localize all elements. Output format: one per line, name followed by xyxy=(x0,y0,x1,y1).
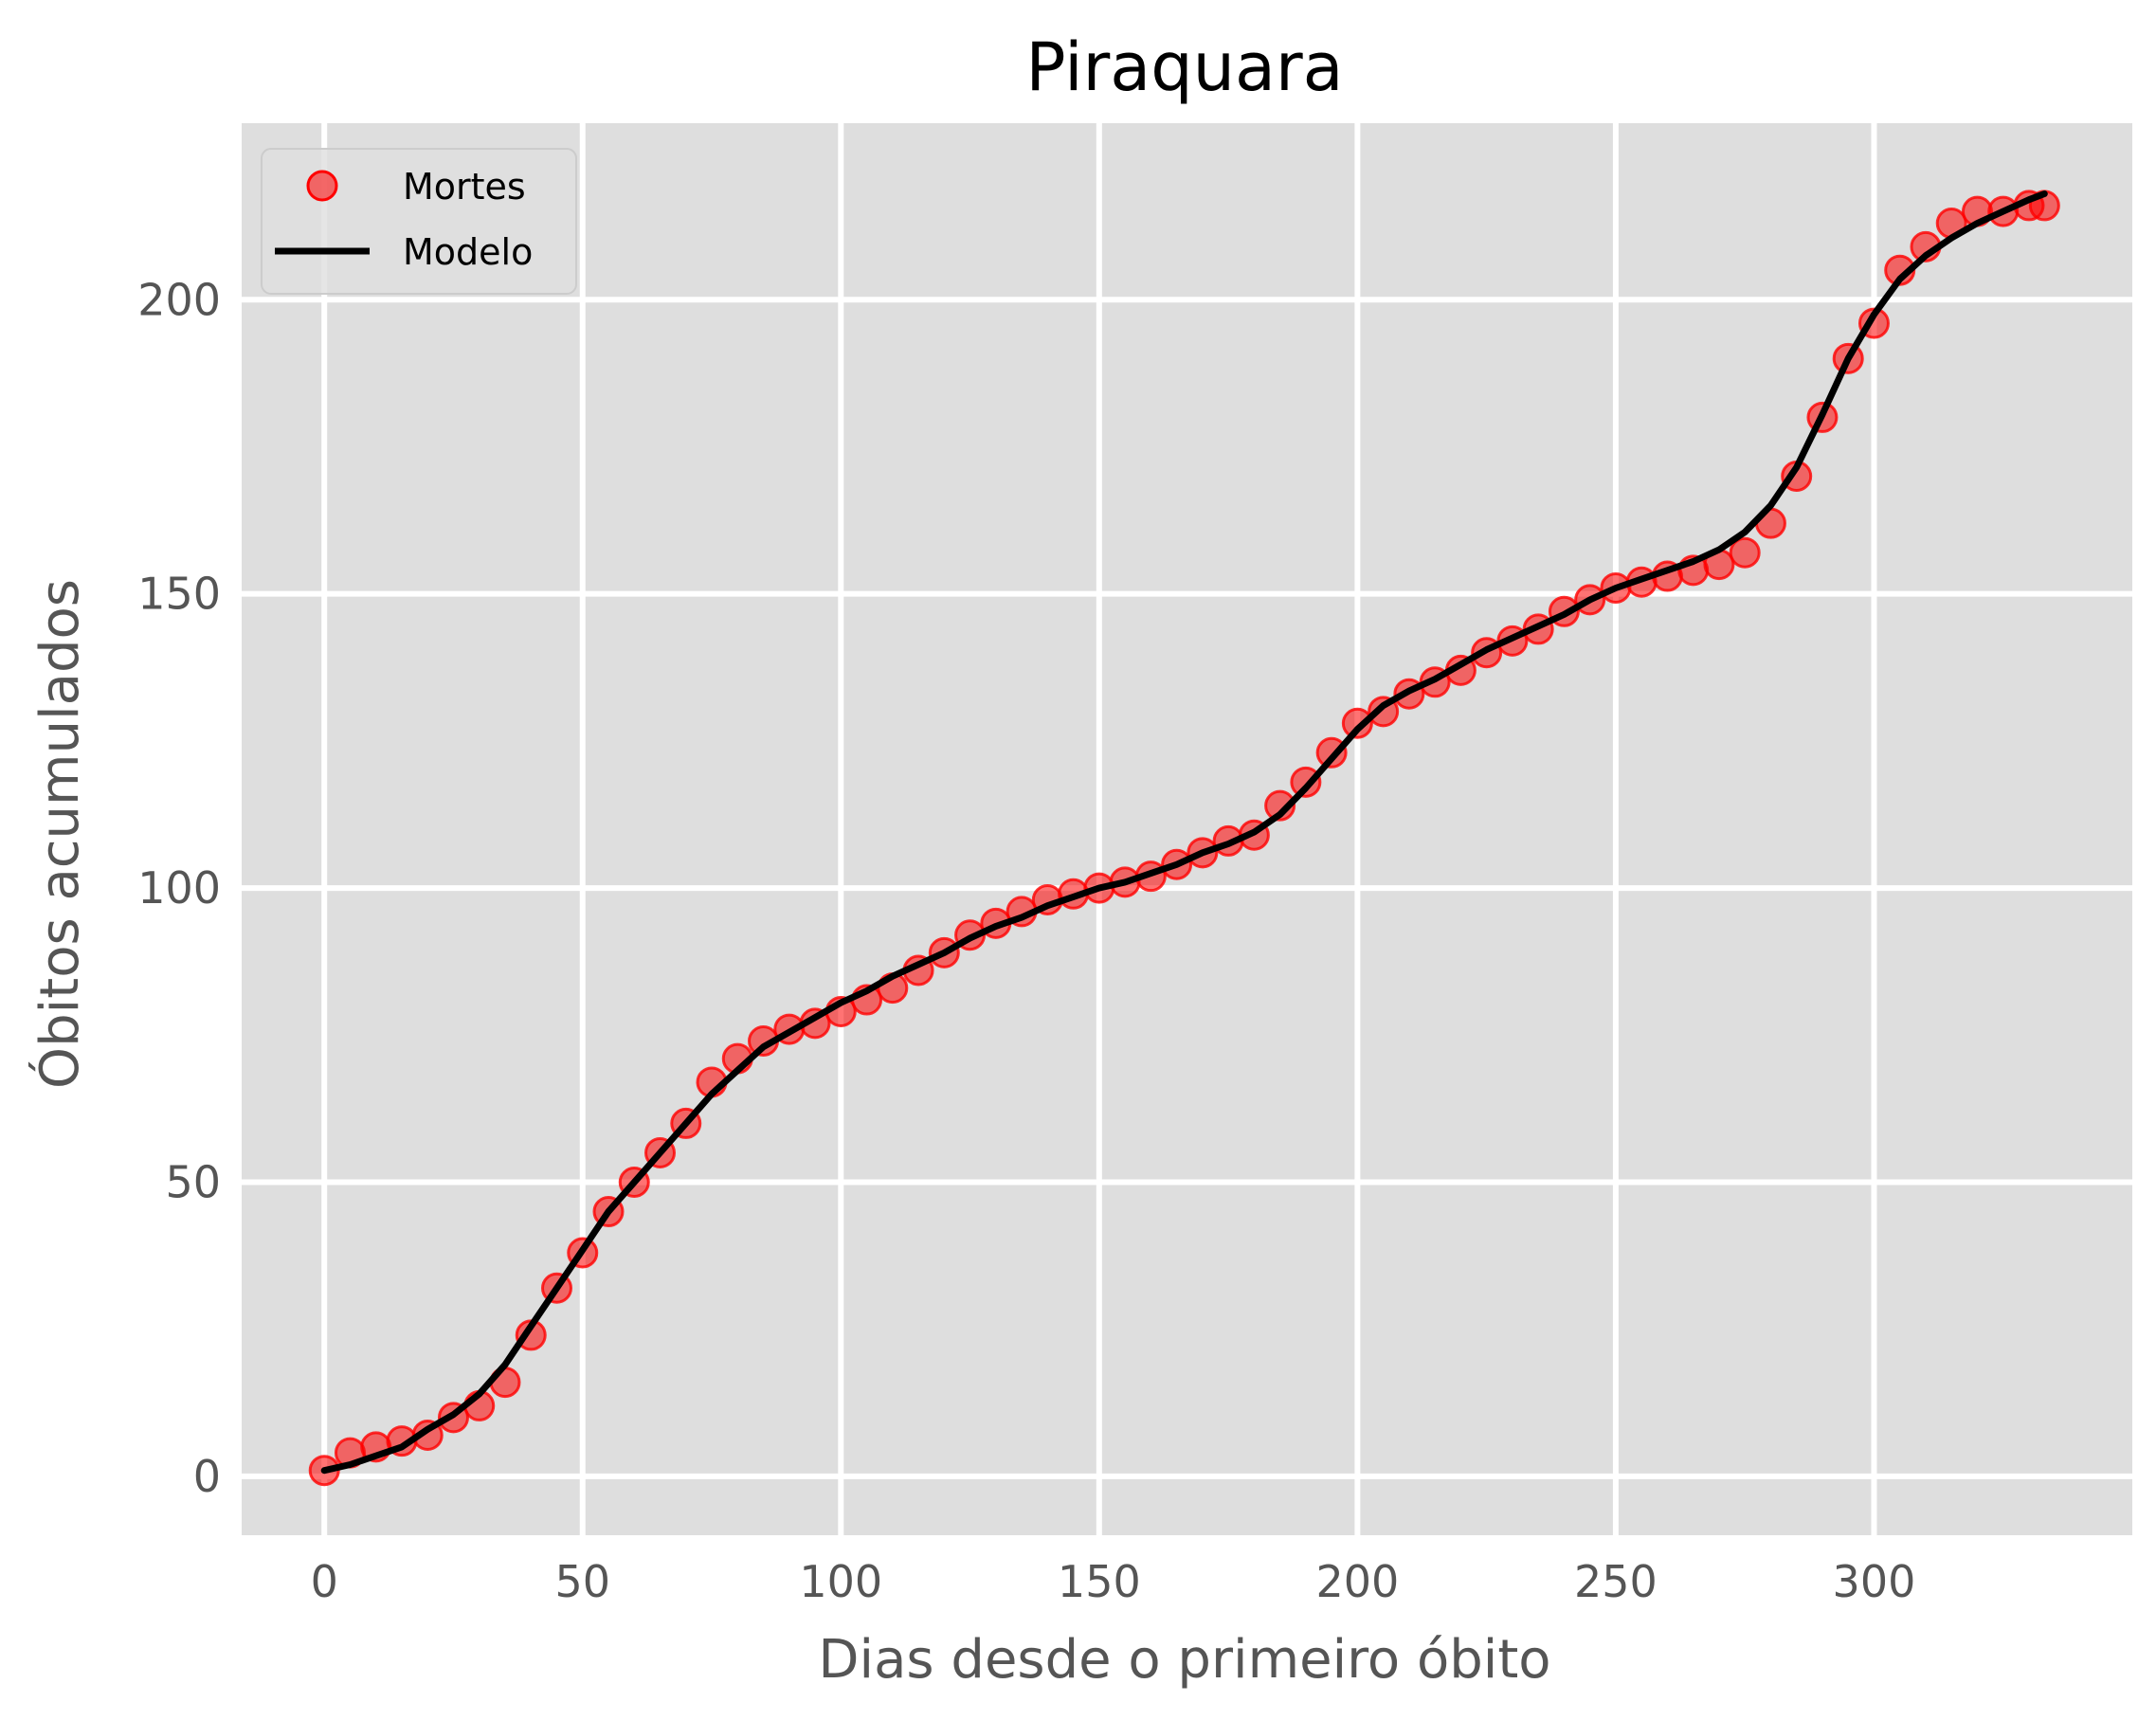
x-tick-label: 200 xyxy=(1315,1556,1399,1607)
x-tick-label: 0 xyxy=(311,1556,338,1607)
legend: Mortes Modelo xyxy=(261,148,577,295)
modelo-series xyxy=(320,190,2048,1475)
y-tick-label: 150 xyxy=(137,569,221,620)
grid-lines xyxy=(242,123,2132,1535)
x-tick-label: 250 xyxy=(1574,1556,1658,1607)
mortes-point xyxy=(1341,707,1373,739)
x-tick-label: 300 xyxy=(1833,1556,1916,1607)
legend-label-modelo: Modelo xyxy=(403,231,533,273)
x-tick-label: 150 xyxy=(1058,1556,1141,1607)
legend-label-mortes: Mortes xyxy=(403,166,526,208)
x-tick-label: 50 xyxy=(554,1556,610,1607)
y-tick-label: 100 xyxy=(137,862,221,914)
modelo-line xyxy=(320,190,2048,1475)
y-tick-label: 50 xyxy=(165,1157,221,1208)
x-axis-label: Dias desde o primeiro óbito xyxy=(818,1629,1550,1691)
y-axis-label: Óbitos acumulados xyxy=(29,579,91,1089)
y-tick-label: 200 xyxy=(137,274,221,325)
mortes-point xyxy=(1264,789,1296,822)
x-tick-label: 100 xyxy=(799,1556,882,1607)
legend-box xyxy=(261,148,577,295)
y-tick-label: 0 xyxy=(193,1451,221,1502)
legend-marker-mortes xyxy=(306,170,338,202)
chart-title: Piraquara xyxy=(1025,28,1343,106)
mortes-point xyxy=(1729,536,1761,569)
x-tick-labels: 0 50 100 150 200 250 300 xyxy=(311,1556,1916,1607)
y-tick-labels: 0 50 100 150 200 xyxy=(137,274,221,1502)
